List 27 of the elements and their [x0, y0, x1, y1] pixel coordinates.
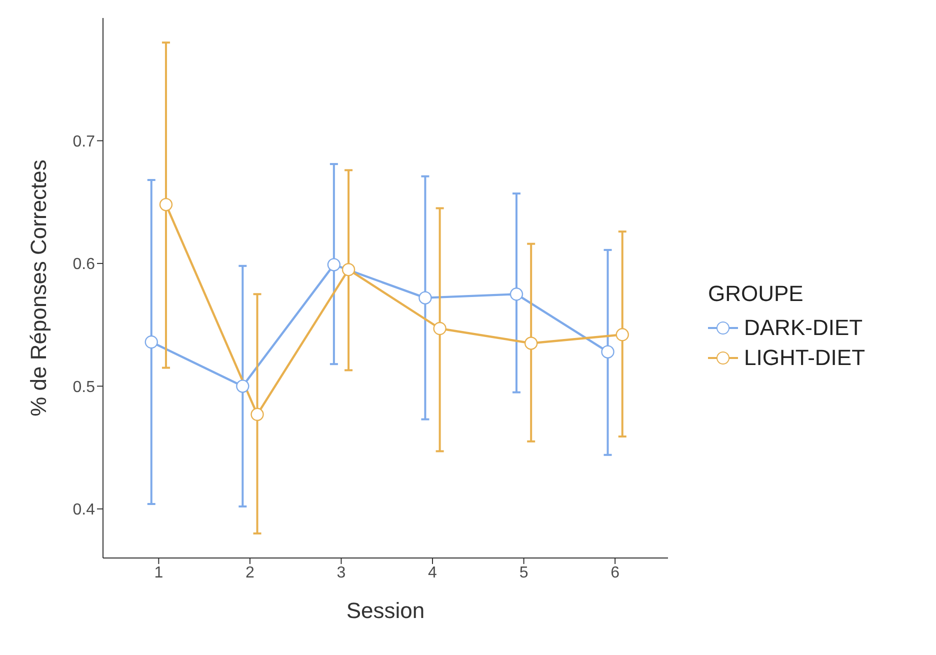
y-tick-label: 0.6: [72, 256, 96, 274]
point: [236, 380, 250, 393]
x-tick-label: 4: [428, 564, 438, 582]
y-tick-label: 0.4: [72, 502, 96, 519]
legend-label: DARK-DIET: [743, 315, 864, 341]
x-tick-label: 5: [519, 564, 528, 582]
point: [159, 198, 173, 212]
point: [418, 291, 432, 304]
x-tick-label: 2: [246, 564, 254, 582]
legend-title: GROUPE: [708, 281, 804, 307]
x-tick-label: 6: [610, 564, 620, 582]
x-axis-title: Session: [346, 598, 425, 623]
point: [433, 322, 446, 336]
point: [327, 258, 341, 272]
point: [510, 288, 524, 301]
y-tick-label: 0.7: [72, 133, 96, 150]
y-axis-title: % de Réponses Correctes: [26, 160, 51, 416]
x-tick-label: 3: [336, 564, 346, 582]
point: [601, 345, 614, 358]
point: [524, 336, 538, 350]
point: [144, 335, 158, 349]
x-tick-label: 1: [154, 564, 164, 582]
legend-label: LIGHT-DIET: [743, 345, 866, 371]
y-tick-label: 0.5: [72, 378, 96, 396]
point: [250, 408, 264, 422]
point: [616, 328, 629, 342]
point: [342, 262, 356, 276]
